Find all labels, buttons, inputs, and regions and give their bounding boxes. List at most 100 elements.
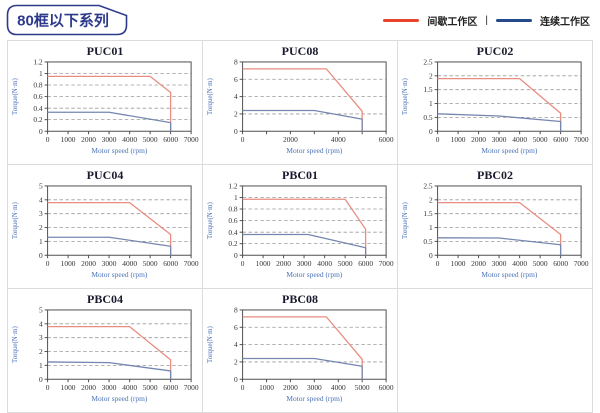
svg-text:6000: 6000	[553, 259, 568, 268]
chart-plot: 0 0.2 0.4 0.6 0.8 1 1.2 0 1000 2000 3000 4000 5000 60…	[8, 58, 202, 161]
svg-text:2000: 2000	[471, 135, 486, 144]
y-axis: 0 0.2 0.4 0.6 0.8 1 1.2	[228, 182, 243, 260]
svg-text:5000: 5000	[338, 259, 353, 268]
chart-title: PBC04	[87, 292, 123, 306]
svg-text:6000: 6000	[379, 135, 394, 144]
svg-text:7000: 7000	[379, 259, 394, 268]
x-axis-label: Motor speed (rpm)	[91, 394, 147, 403]
chart-plot: 0 0.5 1 1.5 2 2.5 0 1000 2000 3000 4000 5000 6000 700…	[398, 182, 592, 285]
chart-cell-pbc04: PBC04 0 1 2 3 4 5 0 1000 2000 3000 4000 5000 6000 700…	[8, 289, 203, 413]
svg-text:4000: 4000	[331, 383, 346, 392]
x-axis: 0 1000 2000 3000 4000 5000 6000 7000	[436, 131, 589, 144]
svg-text:1: 1	[39, 237, 43, 246]
svg-text:0: 0	[429, 251, 433, 260]
gridlines	[242, 197, 387, 245]
svg-text:7000: 7000	[574, 259, 589, 268]
svg-text:4: 4	[234, 92, 238, 101]
legend-continuous-swatch	[496, 18, 532, 22]
svg-text:4000: 4000	[122, 135, 137, 144]
svg-text:0.2: 0.2	[33, 115, 43, 124]
svg-text:0: 0	[234, 251, 238, 260]
y-axis-label: Torque(N·m)	[12, 202, 19, 239]
legend-continuous-label: 连续工作区	[540, 16, 590, 28]
svg-text:2.5: 2.5	[423, 182, 433, 191]
chart-cell-puc04: PUC04 0 1 2 3 4 5 0 1000 2000 3000 4000 5000 6000 700…	[8, 165, 203, 289]
series-lines	[242, 316, 363, 380]
y-axis-label: Torque(N·m)	[402, 202, 409, 239]
svg-text:2.5: 2.5	[423, 58, 433, 67]
svg-text:0: 0	[241, 259, 245, 268]
chart-title: PBC01	[282, 168, 318, 182]
svg-text:1: 1	[429, 223, 433, 232]
x-axis: 0 1000 2000 3000 4000 5000 6000	[241, 379, 394, 392]
chart-svg: 0 1 2 3 4 5 0 1000 2000 3000 4000 5000 6000 7000 Motor…	[12, 182, 199, 279]
svg-text:2: 2	[39, 223, 43, 232]
svg-text:2000: 2000	[471, 259, 486, 268]
chart-cell-pbc01: PBC01 0 0.2 0.4 0.6 0.8 1 1.2 0 1000 2000 3000 4000…	[203, 165, 398, 289]
svg-text:1: 1	[39, 69, 43, 78]
series-intermittent	[47, 325, 172, 380]
chart-title: PUC01	[86, 44, 124, 58]
chart-plot: 0 1 2 3 4 5 0 1000 2000 3000 4000 5000 6000 7000 Motor…	[8, 182, 202, 285]
svg-text:3000: 3000	[102, 383, 117, 392]
svg-text:7000: 7000	[184, 259, 199, 268]
svg-text:7000: 7000	[184, 383, 199, 392]
y-axis: 0 1 2 3 4 5	[39, 306, 48, 384]
svg-text:5: 5	[39, 306, 43, 315]
svg-text:0.4: 0.4	[228, 228, 238, 237]
chart-svg: 0 0.2 0.4 0.6 0.8 1 1.2 0 1000 2000 3000 4000 5000 60…	[207, 182, 394, 279]
legend-intermittent-swatch	[383, 18, 420, 22]
chart-plot: 0 1 2 3 4 5 0 1000 2000 3000 4000 5000 6000 7000 Motor…	[8, 306, 202, 409]
svg-text:1.2: 1.2	[33, 58, 43, 67]
x-axis: 0 1000 2000 3000 4000 5000 6000 7000	[46, 255, 199, 268]
series-lines	[242, 68, 363, 132]
svg-text:2: 2	[429, 195, 433, 204]
series-lines	[437, 77, 562, 132]
x-axis-label: Motor speed (rpm)	[286, 270, 342, 279]
y-axis: 0 0.5 1 1.5 2 2.5	[423, 182, 438, 260]
legend-separator: |	[485, 14, 488, 26]
svg-text:4000: 4000	[317, 259, 332, 268]
svg-text:0: 0	[436, 259, 440, 268]
series-continuous	[242, 233, 367, 256]
series-continuous	[47, 236, 172, 256]
x-axis-label: Motor speed (rpm)	[286, 146, 342, 155]
x-axis: 0 1000 2000 3000 4000 5000 6000 7000	[436, 255, 589, 268]
svg-text:2: 2	[39, 347, 43, 356]
gridlines	[437, 75, 582, 118]
svg-text:1000: 1000	[61, 383, 76, 392]
plot-frame	[47, 185, 192, 256]
x-axis-label: Motor speed (rpm)	[91, 270, 147, 279]
series-continuous	[47, 361, 172, 380]
svg-text:0: 0	[46, 383, 50, 392]
svg-text:8: 8	[234, 306, 238, 315]
chart-svg: 0 0.5 1 1.5 2 2.5 0 1000 2000 3000 4000 5000 6000 700…	[402, 182, 589, 279]
legend: 间歇工作区 | 连续工作区	[383, 13, 590, 28]
svg-text:6: 6	[234, 323, 238, 332]
chart-plot: 0 2 4 6 8 0 2000 4000 6000 Motor speed (rpm) Torqu…	[203, 58, 397, 161]
svg-text:2: 2	[429, 71, 433, 80]
series-intermittent	[437, 201, 562, 256]
svg-text:5000: 5000	[355, 383, 370, 392]
svg-text:2000: 2000	[81, 135, 96, 144]
chart-svg: 0 0.2 0.4 0.6 0.8 1 1.2 0 1000 2000 3000 4000 5000 60…	[12, 58, 199, 155]
legend-intermittent-label: 间歇工作区	[427, 16, 478, 28]
chart-svg: 0 0.5 1 1.5 2 2.5 0 1000 2000 3000 4000 5000 6000 700…	[402, 58, 589, 155]
gridlines	[47, 73, 192, 121]
svg-text:2000: 2000	[283, 135, 298, 144]
svg-text:1000: 1000	[61, 135, 76, 144]
y-axis: 0 0.5 1 1.5 2 2.5	[423, 58, 438, 136]
svg-text:7000: 7000	[574, 135, 589, 144]
svg-text:1000: 1000	[451, 135, 466, 144]
chart-cell-puc08: PUC08 0 2 4 6 8 0 2000 4000 6000 Motor speed (rpm…	[203, 41, 398, 165]
chart-cell-puc02: PUC02 0 0.5 1 1.5 2 2.5 0 1000 2000 3000 4000 5000 6…	[398, 41, 593, 165]
svg-text:1000: 1000	[451, 259, 466, 268]
gridlines	[47, 323, 192, 366]
svg-text:1000: 1000	[61, 259, 76, 268]
svg-text:0.5: 0.5	[423, 113, 433, 122]
svg-text:4000: 4000	[512, 259, 527, 268]
series-intermittent	[47, 201, 172, 256]
series-intermittent	[437, 77, 562, 132]
badge-outline	[6, 4, 128, 36]
x-axis: 0 1000 2000 3000 4000 5000 6000 7000	[46, 379, 199, 392]
